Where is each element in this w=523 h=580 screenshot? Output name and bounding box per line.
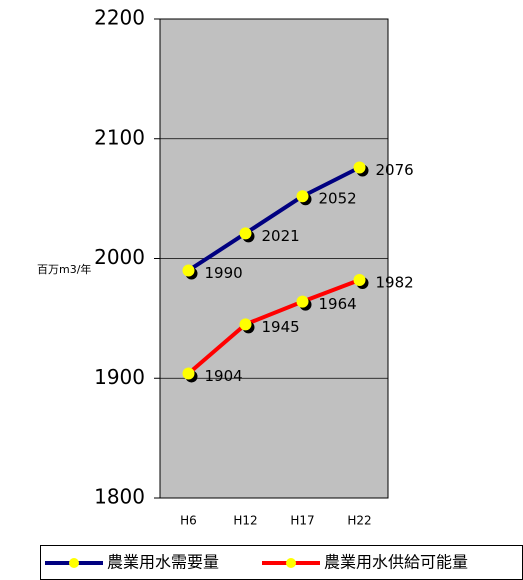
- legend-label: 農業用水需要量: [107, 553, 219, 572]
- marker: [239, 227, 252, 240]
- x-tick-label: H12: [233, 514, 257, 528]
- y-tick-label: 2100: [94, 125, 145, 149]
- marker: [296, 295, 309, 308]
- y-tick-label: 2000: [94, 245, 145, 269]
- data-label: 1945: [262, 318, 300, 336]
- marker: [353, 274, 366, 287]
- x-tick-label: H17: [290, 514, 314, 528]
- marker: [182, 367, 195, 380]
- data-label: 1904: [205, 367, 243, 385]
- data-label: 1964: [319, 295, 357, 313]
- y-tick-label: 1800: [94, 485, 145, 509]
- legend-label: 農業用水供給可能量: [324, 553, 468, 572]
- data-label: 1990: [205, 264, 243, 282]
- series-line: [187, 278, 361, 375]
- y-axis-label: 百万m3/年: [37, 262, 91, 276]
- data-label: 2021: [262, 227, 300, 245]
- y-tick-label: 2200: [94, 6, 145, 30]
- data-label: 1982: [376, 274, 414, 292]
- marker: [239, 318, 252, 331]
- legend-marker: [69, 558, 79, 568]
- data-label: 2052: [319, 190, 357, 208]
- x-tick-label: H6: [180, 514, 197, 528]
- series-line: [187, 165, 361, 273]
- x-tick-label: H22: [347, 514, 371, 528]
- data-label: 2076: [376, 161, 414, 179]
- legend-marker: [286, 558, 296, 568]
- marker: [353, 161, 366, 174]
- marker: [296, 190, 309, 203]
- y-tick-label: 1900: [94, 365, 145, 389]
- marker: [182, 264, 195, 277]
